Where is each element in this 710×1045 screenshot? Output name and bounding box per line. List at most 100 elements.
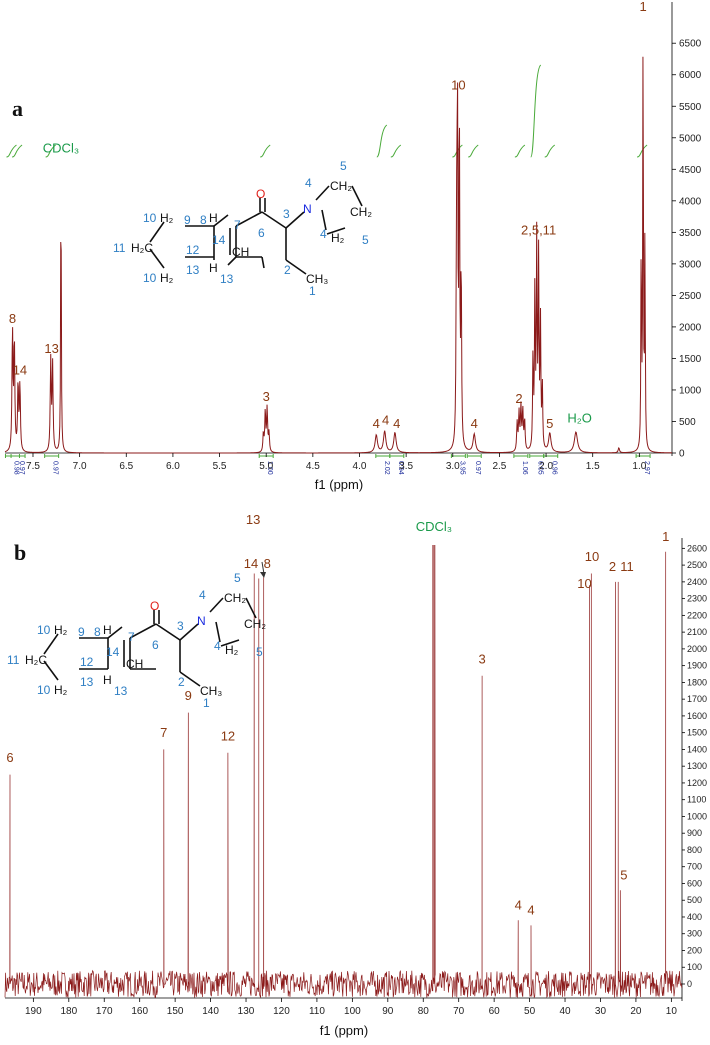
y-tick-label: 800 — [687, 845, 702, 855]
panel-letter-b: b — [14, 540, 26, 565]
peak-label: 10 — [577, 576, 591, 591]
atom-number: 5 — [256, 645, 263, 659]
integral-value: 0.98 — [12, 461, 19, 475]
y-tick-label: 2500 — [687, 560, 707, 570]
integral-value: 3.95 — [458, 461, 465, 475]
integral-curve — [468, 144, 479, 158]
x-tick-label: 160 — [131, 1006, 148, 1017]
x-tick-label: 20 — [630, 1006, 642, 1017]
atom-number: 13 — [114, 684, 128, 698]
atom-number: 4 — [214, 639, 221, 653]
atom-number: 10 — [37, 623, 51, 637]
atom-label: H₂C — [131, 241, 153, 255]
y-tick-label: 0 — [679, 449, 685, 460]
spectrum-trace-a — [4, 56, 672, 454]
atom-number: 4 — [305, 176, 312, 190]
atom-label: CH₂ — [330, 179, 352, 193]
peak-label: CDCl₃ — [43, 141, 79, 156]
atom-number: 5 — [340, 159, 347, 173]
x-tick-label: 50 — [524, 1006, 536, 1017]
peak-label: 10 — [451, 78, 465, 93]
atom-label: H₂ — [225, 643, 239, 657]
integral-value: 0.97 — [474, 461, 481, 475]
x-tick-label: 2.0 — [539, 461, 553, 472]
panel-letter-a: a — [12, 96, 23, 121]
atom-number: 13 — [186, 263, 200, 277]
atom-number: 14 — [212, 233, 226, 247]
x-tick-label: 4.0 — [353, 461, 367, 472]
y-tick-label: 5000 — [679, 133, 702, 144]
y-tick-label: 5500 — [679, 102, 702, 113]
atom-label: H₂ — [160, 271, 174, 285]
atom-number: 10 — [143, 271, 157, 285]
y-tick-label: 300 — [687, 929, 702, 939]
y-tick-label: 600 — [687, 878, 702, 888]
x-tick-label: 6.5 — [119, 461, 133, 472]
peak-label: 3 — [478, 651, 485, 666]
x-tick-label: 3.0 — [446, 461, 460, 472]
nitrogen-atom: N — [197, 614, 206, 628]
integral-value: 2.97 — [643, 461, 650, 475]
atom-number: 9 — [184, 213, 191, 227]
spectrum-trace-b — [4, 544, 683, 999]
atom-label: CH₂ — [244, 617, 266, 631]
x-tick-label: 30 — [595, 1006, 607, 1017]
molecule-numbers-a: 10 9 8 7 11 10 12 13 13 14 6 3 4 5 5 4 2… — [113, 159, 369, 298]
x-ticks-b: 190 180 170 160 150 140 130 120 110 100 90 80 70 60 50… — [25, 998, 677, 1017]
integral-curve — [45, 144, 56, 158]
peak-label: 1 — [639, 0, 646, 14]
y-tick-label: 2400 — [687, 577, 707, 587]
integral-curve — [452, 144, 463, 158]
peak-label: 3 — [263, 389, 270, 404]
atom-number: 3 — [283, 207, 290, 221]
atom-number: 5 — [234, 571, 241, 585]
peak-label: 6 — [6, 750, 13, 765]
x-tick-label: 7.5 — [26, 461, 40, 472]
peak-label: 2 — [515, 391, 522, 406]
atom-number: 9 — [78, 625, 85, 639]
molecule-structure-a: H₂ H H₂C H₂ H CH O N CH₂ CH₂ H₂ CH₃ 10 9… — [113, 159, 372, 298]
molecule-bonds-a — [149, 185, 363, 275]
x-tick-label: 180 — [60, 1006, 77, 1017]
peak-label: 10 — [585, 549, 599, 564]
y-tick-label: 2000 — [687, 644, 707, 654]
peak-label: 14 — [13, 363, 27, 378]
x-tick-label: 1.5 — [586, 461, 600, 472]
atom-number: 11 — [113, 241, 126, 255]
molecule-numbers-b: 10 9 8 7 11 10 12 13 13 14 6 3 4 5 5 4 2… — [7, 571, 263, 710]
peak-label: 8 — [264, 556, 271, 571]
nitrogen-atom: N — [303, 202, 312, 216]
peak-label: 9 — [185, 688, 192, 703]
x-tick-label: 130 — [238, 1006, 255, 1017]
x-tick-label: 4.5 — [306, 461, 320, 472]
atom-label: H₂ — [331, 231, 345, 245]
peak-label: 1 — [662, 529, 669, 544]
label-arrowhead-13 — [260, 572, 266, 578]
peak-label: 4 — [373, 416, 380, 431]
integral-value: 1.00 — [266, 461, 273, 475]
atom-number: 12 — [186, 243, 200, 257]
peak-label: 8 — [9, 311, 16, 326]
x-tick-label: 140 — [202, 1006, 219, 1017]
integral-curve — [11, 144, 23, 158]
atom-label: CH — [232, 245, 249, 259]
x-tick-label: 90 — [382, 1006, 394, 1017]
x-tick-label: 80 — [418, 1006, 430, 1017]
atom-number: 11 — [7, 653, 20, 667]
x-tick-label: 40 — [559, 1006, 571, 1017]
y-tick-label: 1300 — [687, 761, 707, 771]
x-tick-label: 10 — [666, 1006, 678, 1017]
peak-label: 13 — [44, 341, 58, 356]
atom-label: CH₃ — [200, 684, 222, 698]
peak-label: 2,5,11 — [521, 223, 556, 238]
carbon-nmr-panel: b 190 180 170 160 150 140 130 120 110 100 90 80 70 60… — [4, 512, 707, 1038]
atom-number: 5 — [362, 233, 369, 247]
x-ticks-a: 7.5 7.0 6.5 6.0 5.5 5.0 4.5 4.0 3.5 3.0 2.5 2.0 1.5 1… — [26, 453, 647, 472]
integral-curve — [390, 144, 402, 158]
atom-number: 12 — [80, 655, 94, 669]
integral-curve — [6, 144, 17, 158]
peak-label: 5 — [620, 867, 627, 882]
atom-number: 1 — [203, 696, 210, 710]
